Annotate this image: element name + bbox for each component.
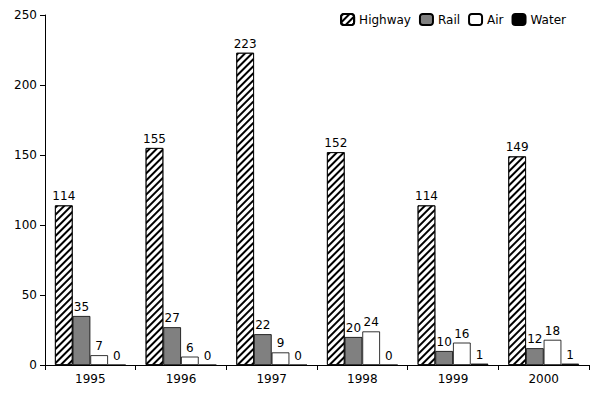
svg-text:1: 1 xyxy=(566,348,574,362)
svg-text:Highway: Highway xyxy=(359,13,411,27)
svg-text:0: 0 xyxy=(113,349,121,363)
svg-text:20: 20 xyxy=(346,321,361,335)
svg-text:10: 10 xyxy=(437,335,452,349)
svg-text:24: 24 xyxy=(364,315,379,329)
svg-text:Rail: Rail xyxy=(438,13,460,27)
svg-text:200: 200 xyxy=(14,78,37,92)
svg-text:250: 250 xyxy=(14,8,37,22)
svg-text:50: 50 xyxy=(22,288,37,302)
svg-text:12: 12 xyxy=(527,332,542,346)
svg-text:1995: 1995 xyxy=(75,372,106,386)
svg-text:16: 16 xyxy=(454,327,469,341)
svg-text:7: 7 xyxy=(95,339,103,353)
svg-text:0: 0 xyxy=(204,349,212,363)
svg-text:1999: 1999 xyxy=(438,372,469,386)
svg-text:1998: 1998 xyxy=(347,372,378,386)
svg-text:6: 6 xyxy=(186,341,194,355)
svg-text:114: 114 xyxy=(415,189,438,203)
svg-text:35: 35 xyxy=(74,300,89,314)
svg-text:0: 0 xyxy=(294,349,302,363)
svg-text:152: 152 xyxy=(324,136,347,150)
svg-text:1996: 1996 xyxy=(166,372,197,386)
svg-text:9: 9 xyxy=(277,336,285,350)
svg-text:Air: Air xyxy=(487,13,504,27)
svg-text:27: 27 xyxy=(165,311,180,325)
svg-text:1: 1 xyxy=(476,348,484,362)
svg-text:149: 149 xyxy=(506,140,529,154)
svg-text:155: 155 xyxy=(143,132,166,146)
svg-text:1997: 1997 xyxy=(256,372,287,386)
svg-text:0: 0 xyxy=(385,349,393,363)
svg-text:114: 114 xyxy=(52,189,75,203)
svg-text:100: 100 xyxy=(14,218,37,232)
svg-text:0: 0 xyxy=(29,358,37,372)
svg-text:223: 223 xyxy=(234,37,257,51)
svg-text:18: 18 xyxy=(545,324,560,338)
svg-text:2000: 2000 xyxy=(528,372,559,386)
svg-text:150: 150 xyxy=(14,148,37,162)
svg-text:Water: Water xyxy=(531,13,567,27)
svg-text:22: 22 xyxy=(255,318,270,332)
